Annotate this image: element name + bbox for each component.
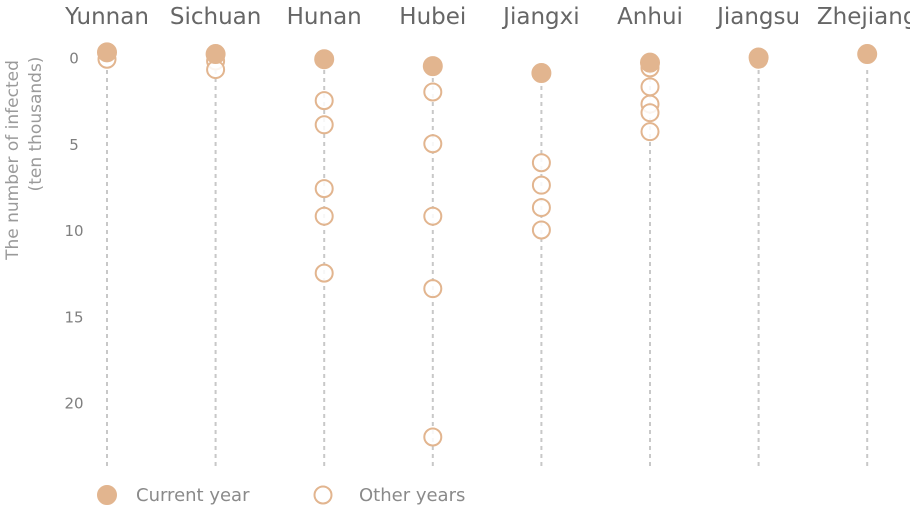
category-label-hunan: Hunan [287,4,362,30]
legend-other-years-marker [313,485,333,505]
current-year-point [640,52,660,73]
current-year-point [748,47,769,68]
y-axis-title-line2: (ten thousands) [26,57,46,192]
legend-current-year-label: Current year [136,485,250,506]
y-tick-label: 0 [69,50,79,68]
category-labels: Yunnan Sichuan Hunan Hubei Jiangxi Anhui Jiang… [64,4,910,30]
current-year-markers [97,42,878,84]
other-year-point [531,220,551,240]
other-year-point [314,179,334,199]
current-year-point [97,42,117,63]
other-year-point [423,279,443,299]
y-tick-label: 10 [64,222,83,240]
other-year-point [423,134,443,154]
category-label-yunnan: Yunnan [64,4,149,30]
current-year-point [531,63,552,84]
other-year-point [531,198,551,218]
category-label-jiangsu: Jiangsu [715,4,800,30]
category-label-sichuan: Sichuan [170,4,261,30]
other-year-point [531,175,551,195]
other-year-point [314,263,334,283]
other-year-point [640,77,660,97]
other-year-point [314,115,334,135]
current-year-point [857,44,878,65]
other-year-point [314,91,334,111]
current-year-point [422,56,443,77]
current-year-point [314,49,335,70]
other-year-point [314,206,334,226]
category-label-anhui: Anhui [617,4,683,30]
y-axis-title-line1: The number of infected [3,60,23,261]
other-year-point [423,82,443,102]
other-year-point [423,206,443,226]
y-axis-ticks: 0 5 10 15 20 [64,50,83,413]
y-tick-label: 5 [69,136,79,154]
category-label-jiangxi: Jiangxi [501,4,579,30]
category-label-zhejiang: Zhejiang [817,4,910,30]
other-year-point [640,122,660,142]
category-stems [106,70,869,470]
other-year-point [423,427,443,447]
y-tick-label: 20 [64,395,83,413]
other-year-point [531,153,551,173]
legend: Current year Other years [97,485,465,506]
y-tick-label: 15 [64,308,83,326]
category-label-hubei: Hubei [399,4,466,30]
legend-other-years-label: Other years [359,485,465,506]
legend-current-year-marker [97,485,117,505]
other-year-point [640,103,660,123]
current-year-point [205,44,226,65]
